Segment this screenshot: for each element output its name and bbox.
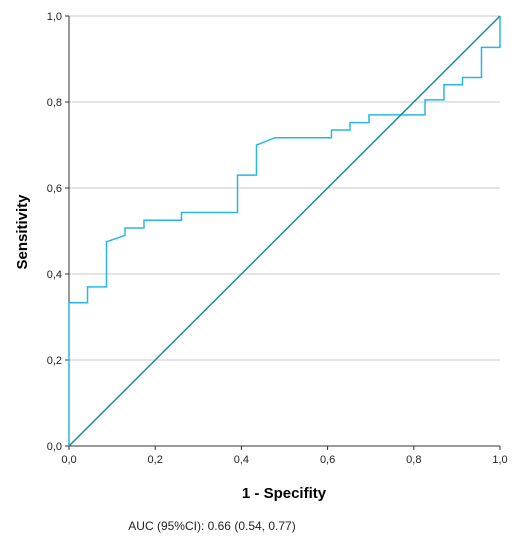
x-tick-label: 1,0 bbox=[492, 454, 507, 466]
y-axis-title: Sensitivity bbox=[14, 194, 31, 270]
y-tick-label: 0,0 bbox=[47, 441, 62, 453]
series-group bbox=[68, 15, 501, 447]
x-axis-title: 1 - Specifity bbox=[242, 485, 327, 502]
y-tick-label: 1,0 bbox=[47, 11, 62, 23]
x-tick-label: 0,6 bbox=[320, 454, 335, 466]
x-tick-label: 0,0 bbox=[61, 454, 76, 466]
x-tick-label: 0,8 bbox=[406, 454, 421, 466]
y-tick-label: 0,8 bbox=[47, 97, 62, 109]
tick-labels: 0,0 0,2 0,4 0,6 0,8 1,0 0,0 0,2 0,4 0,6 0,8 1,0 bbox=[47, 11, 508, 466]
reference-diagonal-line bbox=[68, 15, 501, 447]
grid-lines bbox=[69, 15, 500, 361]
y-tick-label: 0,2 bbox=[47, 355, 62, 367]
y-tick-label: 0,4 bbox=[47, 269, 62, 281]
x-tick-label: 0,4 bbox=[234, 454, 249, 466]
y-tick-label: 0,6 bbox=[47, 183, 62, 195]
x-tick-label: 0,2 bbox=[148, 454, 163, 466]
auc-caption: AUC (95%CI): 0.66 (0.54, 0.77) bbox=[128, 519, 295, 533]
roc-curve-line bbox=[68, 16, 501, 446]
